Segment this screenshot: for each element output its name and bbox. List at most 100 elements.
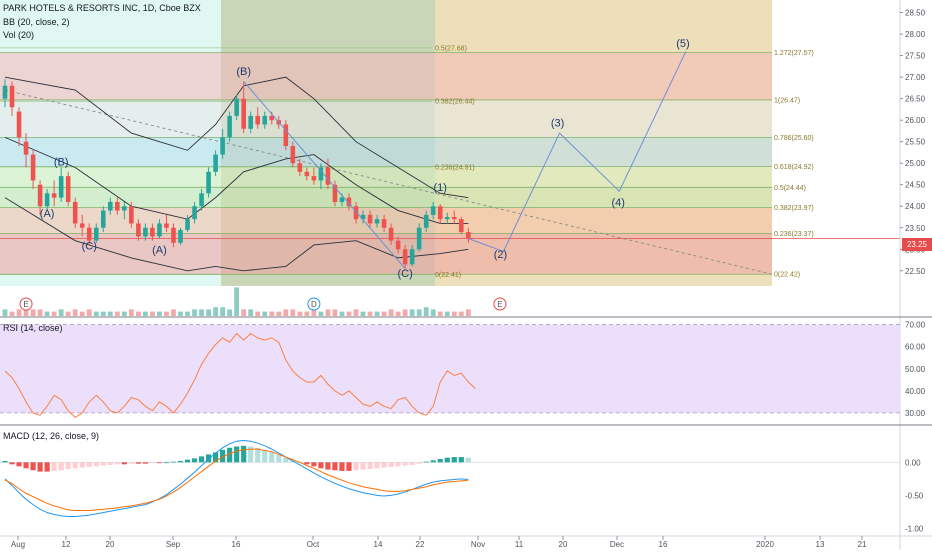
macd-histogram-bar (37, 462, 43, 472)
volume-bar (248, 309, 254, 316)
volume-bar (388, 309, 394, 316)
volume-bar (9, 311, 15, 316)
candle-body (269, 115, 275, 121)
macd-histogram-bar (121, 462, 127, 465)
macd-histogram-bar (437, 459, 443, 463)
candle-body (185, 219, 190, 230)
event-marker (493, 297, 507, 311)
macd-indicator-label[interactable]: MACD (12, 26, close, 9) (3, 431, 100, 441)
wave-abc-line (243, 81, 406, 269)
candle-body (395, 240, 401, 250)
volume-bar (255, 311, 261, 316)
volume-indicator-label[interactable]: Vol (20) (3, 30, 35, 40)
y-tick-label: 25.50 (905, 138, 926, 147)
fib-left-label: 0(22.41) (435, 272, 461, 279)
volume-bar (114, 311, 120, 316)
fib-band (0, 52, 772, 100)
candle-body (37, 184, 43, 207)
fib-level-label: 0(22.42) (774, 272, 800, 279)
x-tick-label: 20 (106, 540, 115, 549)
volume-bar (262, 311, 268, 316)
candle-body (199, 193, 204, 207)
event-marker-letter: D (311, 300, 317, 309)
macd-histogram-bar (339, 462, 345, 471)
fib-level-label: 0.382(23.97) (774, 205, 814, 212)
wave-label: (B) (236, 66, 251, 78)
candle-body (16, 111, 22, 138)
volume-bar (72, 309, 78, 316)
macd-histogram-bar (198, 456, 205, 463)
wave-projection-line (468, 51, 687, 253)
volume-bar (51, 311, 57, 316)
macd-histogram-bar (177, 461, 184, 463)
wave-label: (A) (152, 245, 167, 257)
candle-body (100, 210, 106, 228)
macd-histogram-bar (374, 462, 380, 469)
candle-body (115, 201, 120, 211)
macd-histogram-bar (44, 462, 50, 472)
fib-level-label: 0.618(24.92) (774, 164, 814, 171)
macd-tick-label: -0.50 (905, 491, 924, 500)
macd-histogram-bar (353, 462, 359, 471)
candle-body (402, 249, 408, 265)
bb-indicator-label[interactable]: BB (20, close, 2) (3, 17, 70, 27)
volume-bar (107, 311, 113, 316)
x-tick-label: 21 (858, 540, 867, 549)
candle-body (437, 206, 443, 220)
volume-bar (276, 311, 282, 316)
volume-bar (416, 309, 422, 316)
volume-bar (178, 311, 183, 316)
candle-body (129, 206, 134, 224)
symbol-title: PARK HOTELS & RESORTS INC, 1D, Cboe BZX (3, 3, 201, 13)
candle-body (206, 171, 211, 194)
macd-histogram-bar (16, 462, 22, 467)
volume-bar (332, 309, 338, 316)
y-tick-label: 27.00 (905, 73, 926, 82)
x-tick-label: Oct (307, 540, 320, 549)
candle-body (367, 214, 373, 224)
volume-bar (65, 311, 71, 316)
macd-histogram-bar (170, 461, 177, 463)
candle-body (374, 219, 380, 224)
candle-body (332, 184, 338, 202)
volume-bar (206, 309, 211, 316)
fib-band (0, 187, 772, 208)
last-price-badge: 23.25 (902, 238, 932, 251)
macd-histogram-bar (283, 457, 289, 463)
y-tick-label: 23.50 (905, 224, 926, 233)
candle-body (58, 176, 64, 198)
macd-histogram-bar (9, 462, 15, 465)
macd-histogram-bar (128, 462, 134, 464)
macd-histogram-bar (388, 462, 394, 467)
x-tick-label: 13 (816, 540, 825, 549)
macd-histogram-bar (114, 462, 120, 465)
x-tick-label: 11 (515, 540, 524, 549)
macd-histogram-bar (51, 462, 57, 471)
macd-histogram-bar (332, 462, 338, 471)
volume-bar (58, 309, 64, 316)
macd-histogram-bar (262, 449, 268, 463)
macd-tick-label: 0.00 (905, 458, 921, 467)
fib-left-label: 0.382(26.44) (435, 99, 475, 106)
macd-histogram-bar (2, 461, 8, 463)
volume-bar (339, 311, 345, 316)
x-tick-label: 16 (232, 540, 241, 549)
macd-histogram-bar (79, 462, 85, 468)
event-marker (19, 297, 33, 311)
wave-label: (1) (434, 182, 447, 194)
macd-histogram-bar (402, 462, 408, 466)
candle-body (283, 124, 289, 146)
volume-bar (2, 309, 8, 316)
rsi-indicator-label[interactable]: RSI (14, close) (3, 323, 63, 333)
candle-body (360, 214, 366, 220)
volume-bar (79, 311, 85, 316)
candle-body (171, 227, 176, 243)
wave-label: (B) (54, 156, 69, 168)
volume-bar (16, 309, 22, 316)
bb-upper-line (4, 76, 469, 199)
candle-body (2, 85, 8, 99)
macd-histogram-bar (213, 452, 219, 463)
candle-body (178, 229, 183, 243)
